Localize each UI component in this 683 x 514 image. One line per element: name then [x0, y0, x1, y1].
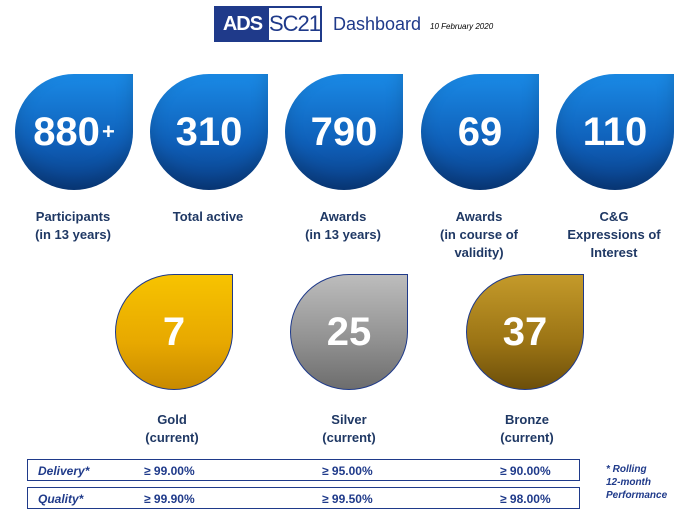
total-active-value: 310 [175, 109, 243, 154]
bronze-value: 37 [502, 309, 548, 354]
total-active-stat-drop: 310 [150, 74, 268, 190]
quality-silver-threshold: ≥ 99.50% [322, 492, 373, 506]
awards-valid-label: Awards (in course of validity) [439, 209, 518, 260]
participants-value: 880 [33, 109, 100, 154]
quality-performance-row: Quality* ≥ 99.90% ≥ 99.50% ≥ 98.00% [27, 487, 580, 509]
awards-stat-drop: 790 [285, 74, 403, 190]
logo-sc21-text: SC21 [268, 11, 321, 36]
logo-ads-text: ADS [216, 8, 269, 40]
participants-suffix: + [101, 119, 115, 144]
delivery-silver-threshold: ≥ 95.00% [322, 464, 373, 478]
participants-label: Participants (in 13 years) [35, 209, 111, 242]
delivery-performance-row: Delivery* ≥ 99.00% ≥ 95.00% ≥ 90.00% [27, 459, 580, 481]
awards-label: Awards (in 13 years) [305, 209, 381, 242]
bronze-stat-drop: 37 [466, 274, 584, 390]
quality-gold-threshold: ≥ 99.90% [144, 492, 195, 506]
rolling-performance-footnote: * Rolling 12-month Performance [606, 464, 668, 501]
quality-name: Quality* [38, 492, 84, 506]
gold-stat-drop: 7 [115, 274, 233, 390]
delivery-name: Delivery* [38, 464, 90, 478]
expressions-value: 110 [582, 109, 648, 154]
silver-label: Silver (current) [322, 412, 376, 445]
awards-value: 790 [310, 109, 378, 154]
quality-bronze-threshold: ≥ 98.00% [500, 492, 551, 506]
ads-sc21-logo: ADS SC21 [214, 6, 322, 42]
delivery-bronze-threshold: ≥ 90.00% [500, 464, 551, 478]
report-date: 10 February 2020 [430, 22, 494, 31]
expressions-label: C&G Expressions of Interest [567, 209, 661, 260]
gold-label: Gold (current) [145, 412, 199, 445]
awards-valid-stat-drop: 69 [421, 74, 539, 190]
page-title: Dashboard [333, 14, 422, 34]
silver-stat-drop: 25 [290, 274, 408, 390]
silver-value: 25 [326, 309, 372, 354]
delivery-gold-threshold: ≥ 99.00% [144, 464, 195, 478]
gold-value: 7 [162, 309, 186, 354]
awards-valid-value: 69 [457, 109, 503, 154]
expressions-stat-drop: 110 [556, 74, 674, 190]
bronze-label: Bronze (current) [500, 412, 554, 445]
total-active-label: Total active [172, 209, 244, 224]
participants-stat-drop: 880 + [15, 74, 133, 190]
